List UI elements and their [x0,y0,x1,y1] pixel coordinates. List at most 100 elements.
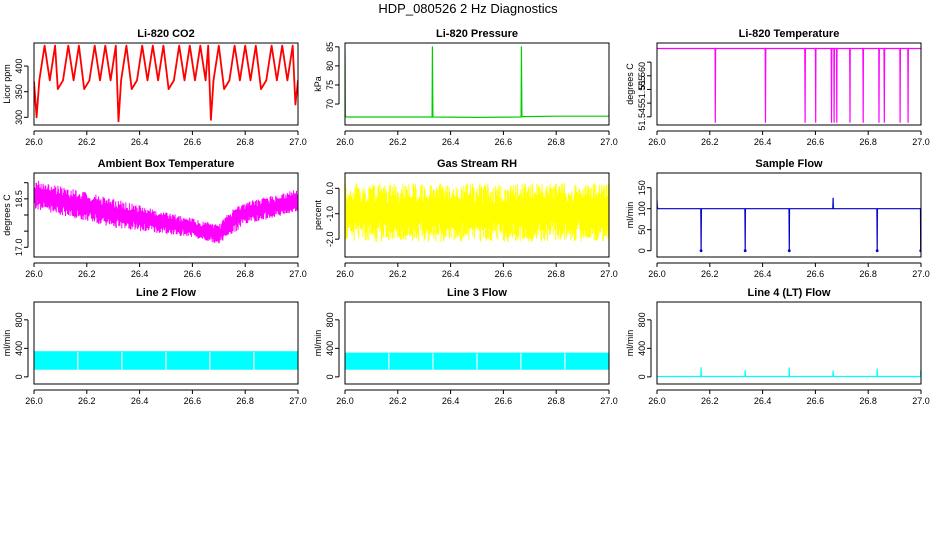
x-tick-label: 26.4 [131,396,149,406]
chart-panel: Gas Stream RH 26.0 26.2 26.4 26.6 26.8 27.0 -2.… [313,158,618,279]
x-tick-label: 26.6 [184,137,202,147]
plot-frame [344,42,610,126]
x-tick-label: 26.2 [701,396,719,406]
x-tick-label: 26.8 [236,396,254,406]
chart-title: Line 3 Flow [447,287,507,299]
x-tick-label: 26.8 [859,269,877,279]
chart-data [657,47,921,123]
plot-frame [344,301,610,385]
chart-panel: Line 4 (LT) Flow 26.0 26.2 26.4 26.6 26.8 27.0… [625,287,930,406]
y-tick-label: 300 [14,110,24,125]
x-tick-label: 26.2 [389,269,407,279]
x-tick-label: 26.8 [547,396,565,406]
x-tick-label: 26.0 [25,269,43,279]
y-tick-label: 400 [325,341,335,356]
y-axis-label: degrees C [2,194,12,236]
x-tick-label: 26.4 [442,137,460,147]
x-tick-label: 26.2 [78,137,96,147]
chart-panel: Sample Flow 26.0 26.2 26.4 26.6 26.8 27.0 0 50 10… [625,158,930,279]
chart-title: Li-820 Pressure [436,28,518,40]
x-tick-label: 26.0 [25,137,43,147]
x-tick-label: 26.0 [336,137,354,147]
y-tick-label: 0 [637,374,647,379]
data-line [657,367,921,378]
y-tick-label: 0 [637,248,647,253]
chart-title: Line 2 Flow [136,287,196,299]
y-tick-label: 800 [325,312,335,327]
y-tick-label: 0 [14,374,24,379]
x-tick-label: 26.6 [184,396,202,406]
y-tick-label: 100 [637,201,647,216]
y-axis-label: ml/min [313,330,323,357]
data-point [875,249,879,253]
chart-title: Gas Stream RH [437,158,517,170]
data-point [699,249,703,253]
data-line [345,46,609,118]
chart-panel: Ambient Box Temperature 26.0 26.2 26.4 26.6 2… [2,158,307,279]
y-tick-label: 51.545 [637,103,647,131]
y-tick-label: 70 [325,99,335,109]
x-tick-label: 26.2 [389,396,407,406]
x-tick-label: 27.0 [912,269,930,279]
chart-panel: Line 2 Flow 26.0 26.2 26.4 26.6 26.8 27.0 0 400 8… [2,287,307,406]
y-axis-label: ml/min [625,202,635,229]
y-axis-label: percent [313,199,323,230]
x-tick-label: 27.0 [289,137,307,147]
x-tick-label: 26.2 [701,137,719,147]
plot-frame [33,172,299,258]
y-tick-label: 800 [14,312,24,327]
x-tick-label: 26.0 [336,396,354,406]
y-tick-label: 0 [325,374,335,379]
x-tick-label: 27.0 [289,269,307,279]
x-tick-label: 27.0 [289,396,307,406]
x-tick-label: 27.0 [600,269,618,279]
x-tick-label: 26.6 [807,269,825,279]
y-tick-label: 400 [637,341,647,356]
x-tick-label: 26.6 [807,396,825,406]
x-tick-label: 26.8 [859,137,877,147]
y-tick-label: 18.5 [14,190,24,208]
x-tick-label: 27.0 [600,137,618,147]
plot-frame [656,172,922,258]
y-tick-label: 350 [14,84,24,99]
y-tick-label: -2.0 [325,231,335,247]
x-tick-label: 26.8 [547,137,565,147]
x-tick-label: 26.4 [754,137,772,147]
x-tick-label: 26.8 [859,396,877,406]
plot-frame [656,42,922,126]
x-tick-label: 26.0 [648,137,666,147]
chart-data [345,183,609,242]
y-tick-label: 51.555 [637,76,647,104]
y-tick-label: 400 [14,341,24,356]
y-axis-label: ml/min [625,330,635,357]
x-tick-label: 26.2 [701,269,719,279]
chart-title: Sample Flow [755,158,823,170]
data-line [657,47,921,123]
y-axis-label: Licor ppm [2,64,12,104]
x-tick-label: 26.4 [131,137,149,147]
chart-data [34,44,298,123]
y-axis-label: degrees C [625,63,635,105]
chart-data [34,180,298,244]
chart-title: Li-820 Temperature [739,28,840,40]
x-tick-label: 26.0 [25,396,43,406]
x-tick-label: 26.2 [78,269,96,279]
x-tick-label: 26.6 [184,269,202,279]
data-point [743,249,747,253]
y-tick-label: 85 [325,42,335,52]
chart-panel: Li-820 Temperature 26.0 26.2 26.4 26.6 26.8 27… [625,28,930,147]
x-tick-label: 26.2 [78,396,96,406]
x-tick-label: 27.0 [912,137,930,147]
x-tick-label: 26.4 [442,269,460,279]
chart-title: Li-820 CO2 [137,28,194,40]
plot-frame [33,301,299,385]
page-title: HDP_080526 2 Hz Diagnostics [378,1,558,16]
x-tick-label: 26.8 [236,269,254,279]
chart-panel: Line 3 Flow 26.0 26.2 26.4 26.6 26.8 27.0 0 400 8… [313,287,618,406]
x-tick-label: 26.8 [547,269,565,279]
x-tick-label: 26.2 [389,137,407,147]
chart-panel: Li-820 CO2 26.0 26.2 26.4 26.6 26.8 27.0 300 350… [2,28,307,147]
data-band [345,183,609,242]
x-tick-label: 26.4 [131,269,149,279]
